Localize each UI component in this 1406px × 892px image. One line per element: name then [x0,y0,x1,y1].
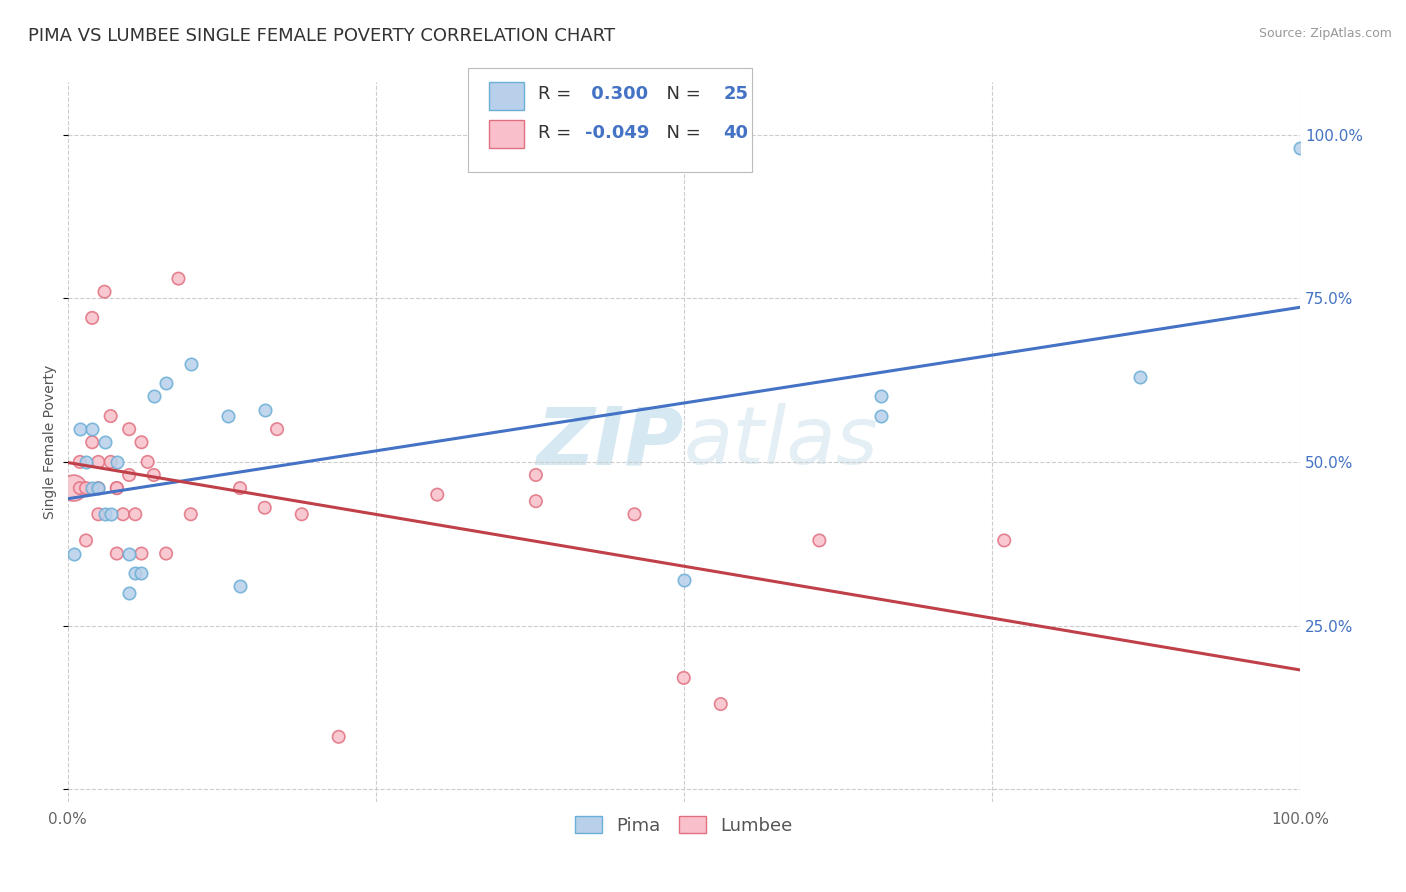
Point [75,481,97,495]
Point [131,547,153,561]
Point [75,533,97,548]
Point [155,376,177,391]
Point [1289,141,1312,155]
Point [1129,369,1152,384]
Text: N =: N = [655,124,707,142]
Point [808,533,831,548]
Point [118,468,141,483]
Y-axis label: Single Female Poverty: Single Female Poverty [44,365,58,519]
Text: atlas: atlas [683,403,879,482]
Point [111,508,134,522]
Point [124,508,146,522]
Point [82,422,104,436]
Text: -0.049: -0.049 [585,124,650,142]
Point [328,730,350,744]
Point [142,468,165,483]
Point [426,488,449,502]
Text: 25: 25 [723,86,748,103]
Point [75,455,97,469]
Point [870,389,893,403]
FancyBboxPatch shape [468,68,752,172]
Point [93,508,115,522]
Point [672,573,695,587]
Text: R =: R = [538,86,578,103]
Point [87,481,110,495]
Point [62,481,84,495]
Text: PIMA VS LUMBEE SINGLE FEMALE POVERTY CORRELATION CHART: PIMA VS LUMBEE SINGLE FEMALE POVERTY COR… [28,27,616,45]
Point [118,547,141,561]
Point [136,455,159,469]
Point [253,402,276,417]
Text: 0.300: 0.300 [585,86,648,103]
Point [266,422,288,436]
Point [524,494,547,508]
Point [100,455,122,469]
Point [124,566,146,581]
Text: Source: ZipAtlas.com: Source: ZipAtlas.com [1258,27,1392,40]
Point [93,435,115,450]
Point [82,481,104,495]
Point [87,508,110,522]
Point [100,409,122,423]
Point [155,547,177,561]
Point [180,357,202,371]
Point [993,533,1015,548]
Point [87,481,110,495]
Point [623,508,645,522]
Text: R =: R = [538,124,578,142]
Point [229,481,252,495]
Point [82,310,104,325]
Bar [489,120,523,148]
Point [69,481,91,495]
Point [870,409,893,423]
Point [62,547,84,561]
Point [131,566,153,581]
Bar [489,81,523,111]
Text: N =: N = [655,86,707,103]
Point [93,285,115,299]
Point [142,389,165,403]
Text: ZIP: ZIP [537,403,683,482]
Point [710,697,733,711]
Point [524,468,547,483]
Point [291,508,314,522]
Point [69,422,91,436]
Point [131,435,153,450]
Point [105,455,128,469]
Point [87,455,110,469]
Point [253,500,276,515]
Text: 40: 40 [723,124,748,142]
Point [229,579,252,593]
Point [82,435,104,450]
Point [118,422,141,436]
Point [672,671,695,685]
Point [180,508,202,522]
Point [105,547,128,561]
Point [105,481,128,495]
Point [167,271,190,285]
Legend: Pima, Lumbee: Pima, Lumbee [567,806,801,844]
Point [69,455,91,469]
Point [118,586,141,600]
Point [105,481,128,495]
Point [100,508,122,522]
Point [217,409,239,423]
